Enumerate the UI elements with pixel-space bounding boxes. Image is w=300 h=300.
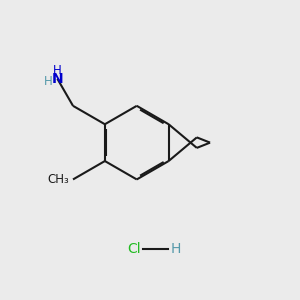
Text: CH₃: CH₃ (48, 173, 70, 186)
Text: N: N (52, 72, 63, 86)
Text: H: H (53, 64, 62, 77)
Text: H: H (44, 75, 53, 88)
Text: Cl: Cl (128, 242, 141, 256)
Text: H: H (171, 242, 181, 256)
